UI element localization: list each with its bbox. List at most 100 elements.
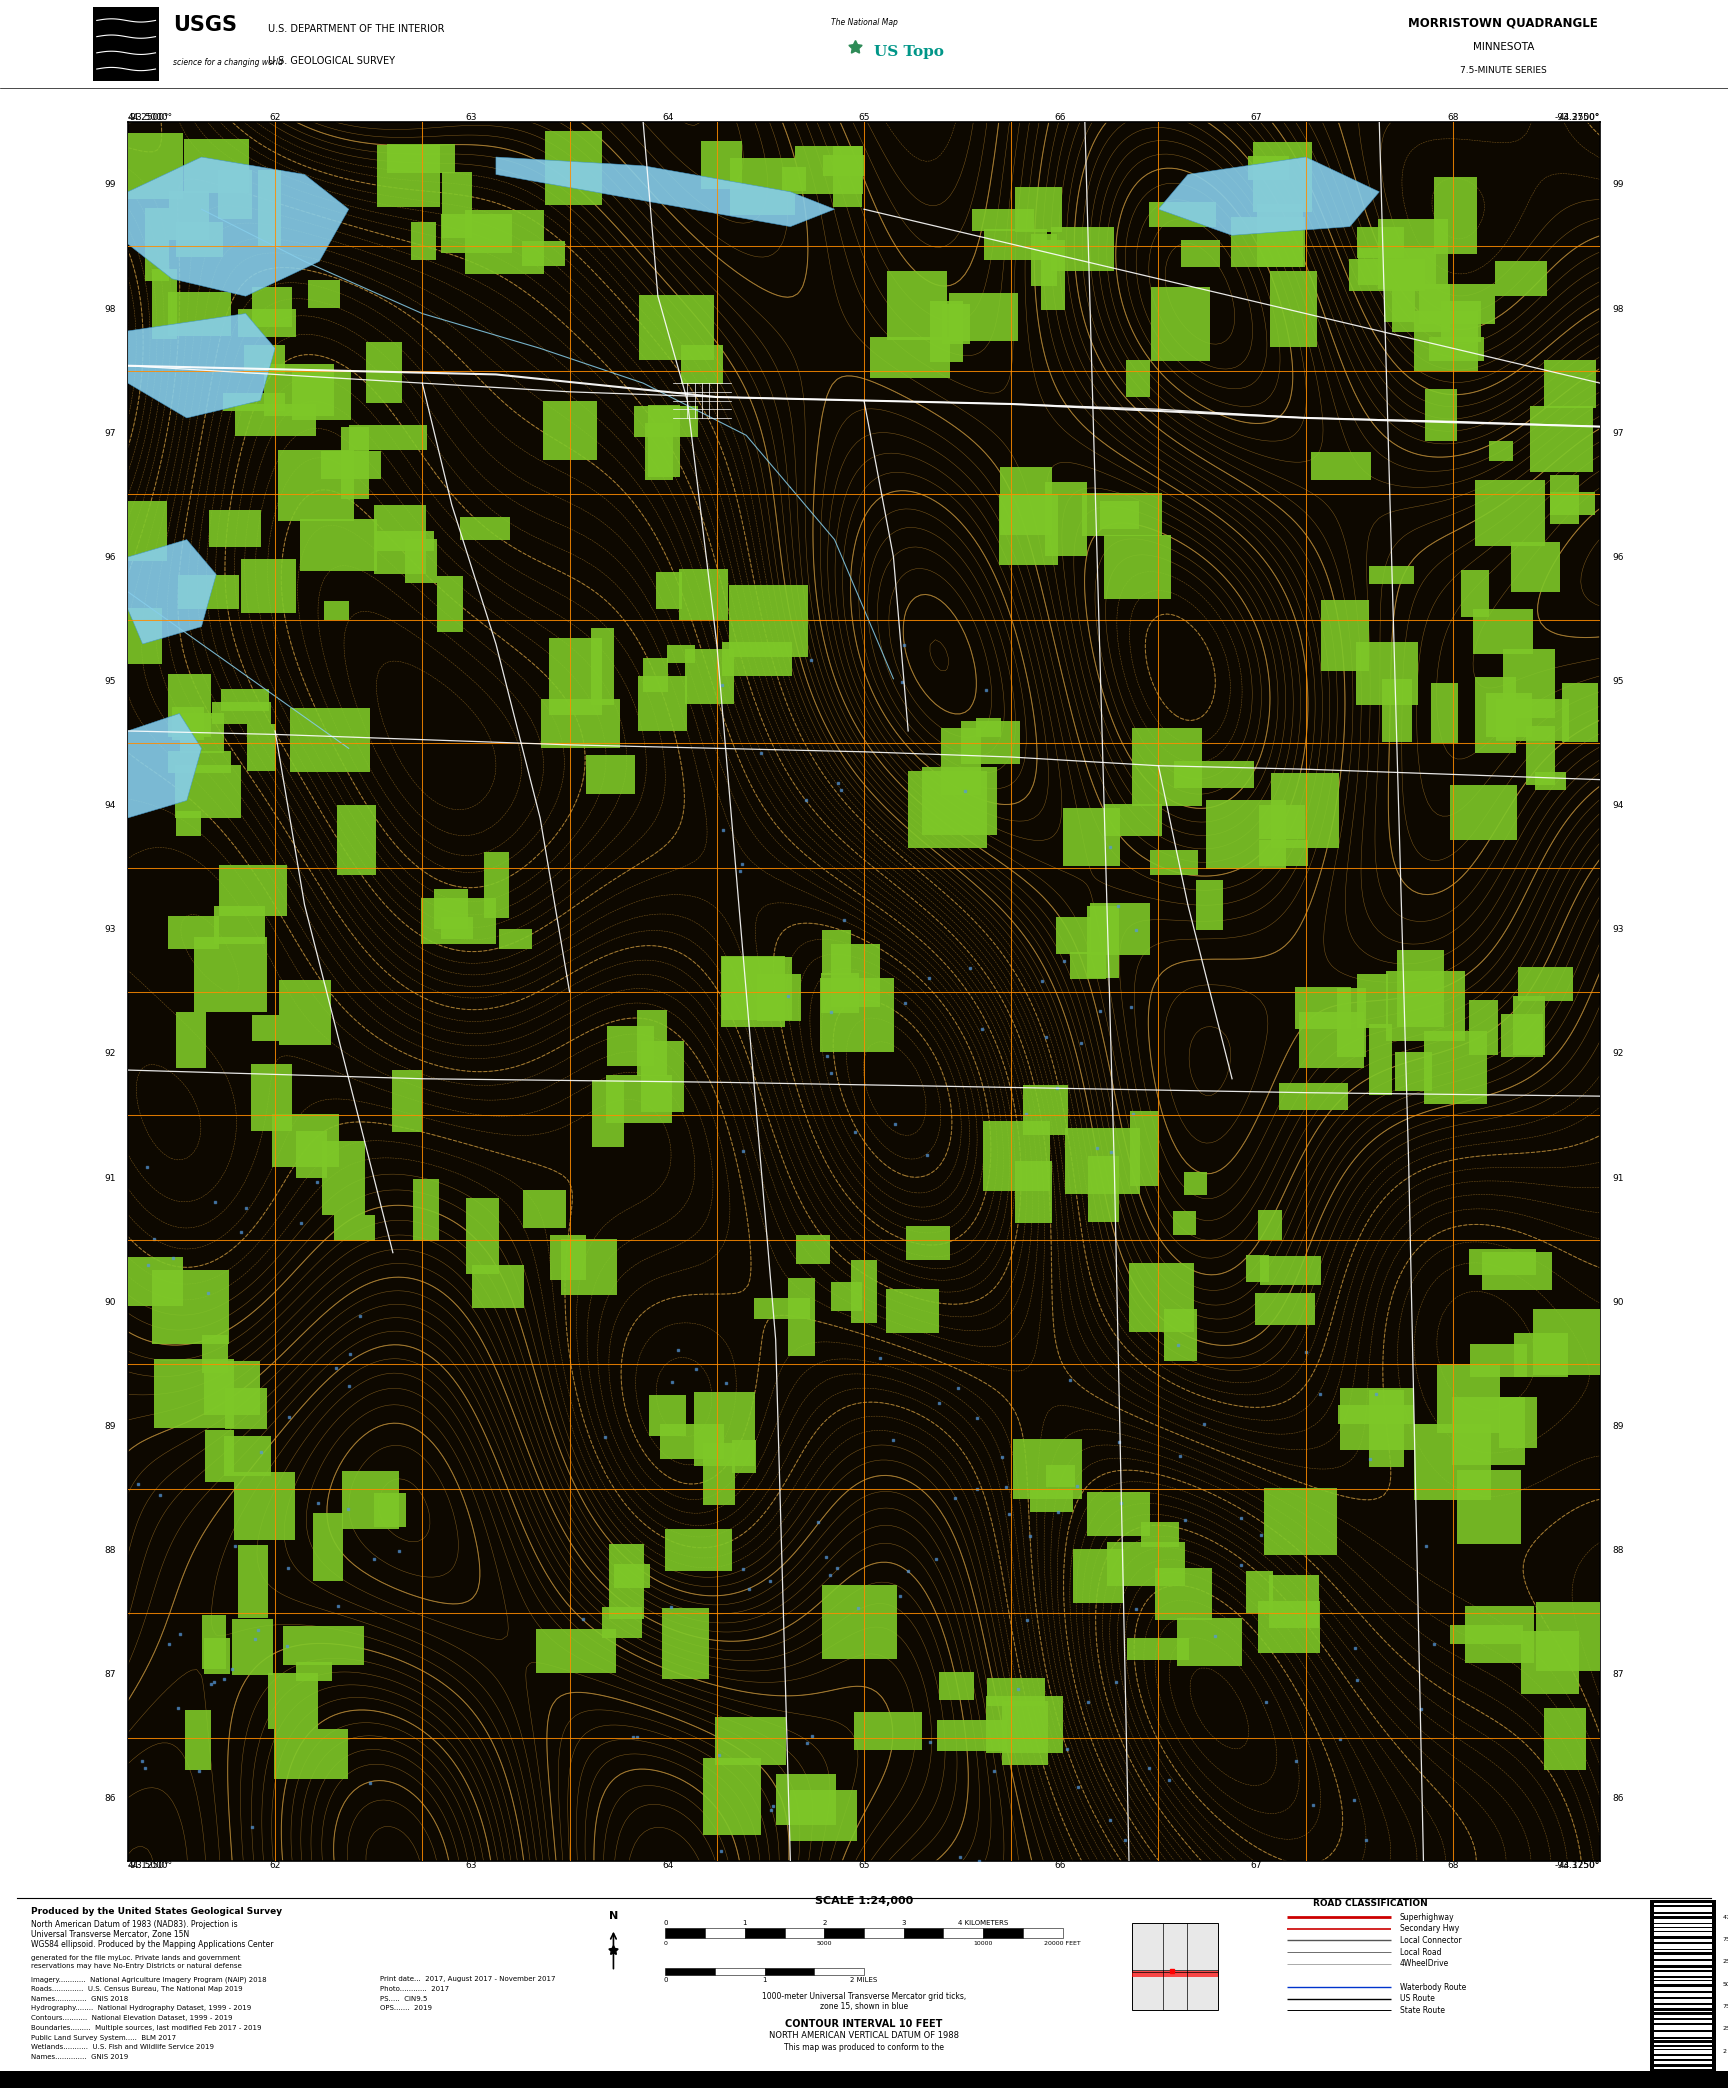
- Bar: [1154, 1568, 1211, 1620]
- Bar: [886, 271, 947, 340]
- Bar: [1032, 234, 1058, 286]
- Point: [956, 952, 983, 986]
- Text: -93.3750°: -93.3750°: [1555, 113, 1600, 123]
- Point: [1118, 990, 1146, 1023]
- Bar: [1426, 388, 1457, 441]
- Bar: [1104, 804, 1161, 835]
- Point: [916, 1725, 943, 1758]
- Point: [760, 1789, 788, 1823]
- Point: [831, 902, 859, 935]
- Point: [828, 775, 855, 808]
- Bar: [218, 169, 252, 219]
- Point: [942, 1482, 969, 1516]
- Point: [1068, 1027, 1096, 1061]
- Bar: [755, 1299, 810, 1320]
- Bar: [168, 292, 232, 336]
- Bar: [1369, 1023, 1393, 1094]
- Text: Names..............  GNIS 2018: Names.............. GNIS 2018: [31, 1996, 128, 2002]
- Bar: [1002, 1702, 1047, 1764]
- Text: 64: 64: [662, 113, 674, 123]
- Text: 2: 2: [823, 1919, 826, 1925]
- Bar: [334, 1215, 375, 1240]
- Bar: [1654, 1992, 1712, 1998]
- Bar: [1177, 1618, 1242, 1666]
- Point: [156, 1627, 183, 1660]
- Point: [1227, 1547, 1255, 1581]
- Text: 90: 90: [1612, 1297, 1623, 1307]
- Bar: [235, 403, 316, 436]
- Text: 62: 62: [270, 113, 280, 123]
- Text: 87: 87: [105, 1670, 116, 1679]
- Bar: [392, 1069, 422, 1132]
- Bar: [206, 1430, 233, 1482]
- Point: [232, 1190, 259, 1224]
- Text: 47: 47: [1723, 1915, 1728, 1919]
- Text: 65: 65: [859, 113, 869, 123]
- Bar: [1654, 2057, 1712, 2059]
- Bar: [1550, 474, 1579, 524]
- Bar: [1128, 1263, 1194, 1332]
- Point: [325, 1589, 353, 1622]
- Bar: [1104, 535, 1172, 599]
- Bar: [472, 1265, 524, 1307]
- Point: [1064, 1470, 1092, 1503]
- Bar: [1268, 1574, 1318, 1629]
- Point: [705, 1737, 733, 1771]
- Bar: [705, 1927, 745, 1938]
- Point: [895, 1556, 923, 1589]
- Point: [1083, 1132, 1111, 1165]
- Bar: [1431, 683, 1458, 743]
- Bar: [1184, 1173, 1206, 1194]
- Bar: [657, 572, 683, 608]
- Bar: [1130, 1111, 1159, 1186]
- Bar: [1450, 1624, 1522, 1643]
- Bar: [1654, 1915, 1712, 1917]
- Text: OPS.......  2019: OPS....... 2019: [380, 2004, 432, 2011]
- Bar: [1023, 1927, 1063, 1938]
- Bar: [1654, 1927, 1712, 1931]
- Bar: [1654, 2050, 1712, 2055]
- Bar: [1196, 879, 1223, 929]
- Bar: [1654, 1925, 1712, 1927]
- Bar: [541, 699, 620, 748]
- Bar: [252, 1015, 278, 1040]
- Bar: [795, 1234, 829, 1263]
- Bar: [1180, 240, 1220, 267]
- Bar: [411, 221, 435, 259]
- Bar: [1337, 988, 1365, 1057]
- Point: [1104, 1424, 1132, 1457]
- Bar: [1140, 1522, 1178, 1547]
- Text: US Topo: US Topo: [874, 46, 943, 58]
- Point: [1032, 1019, 1059, 1052]
- Text: 94: 94: [1612, 802, 1623, 810]
- Text: Contours...........  National Elevation Dataset, 1999 - 2019: Contours........... National Elevation D…: [31, 2015, 233, 2021]
- Point: [712, 1366, 740, 1399]
- Bar: [591, 628, 613, 706]
- Point: [707, 1833, 734, 1867]
- Bar: [1045, 482, 1087, 555]
- Text: SCALE 1:24,000: SCALE 1:24,000: [816, 1896, 912, 1906]
- Text: 65: 65: [859, 1860, 869, 1871]
- Point: [797, 643, 824, 677]
- Bar: [790, 1789, 857, 1840]
- Bar: [1089, 1157, 1118, 1221]
- Text: Names..............  GNIS 2019: Names.............. GNIS 2019: [31, 2055, 128, 2061]
- Text: Local Road: Local Road: [1400, 1948, 1441, 1956]
- Bar: [238, 1545, 268, 1618]
- Bar: [976, 718, 1001, 737]
- Bar: [729, 585, 809, 658]
- Text: 62: 62: [270, 1860, 280, 1871]
- Point: [197, 1668, 225, 1702]
- Text: 64: 64: [662, 1860, 674, 1871]
- Point: [1165, 1328, 1192, 1361]
- Bar: [268, 1672, 318, 1729]
- Bar: [232, 1618, 273, 1675]
- Text: 92: 92: [105, 1050, 116, 1059]
- Bar: [1341, 1389, 1414, 1451]
- Bar: [145, 209, 169, 282]
- Point: [1102, 1664, 1130, 1698]
- Bar: [1299, 1013, 1363, 1069]
- Point: [746, 737, 774, 770]
- Point: [166, 1618, 194, 1652]
- Text: 67: 67: [1251, 113, 1263, 123]
